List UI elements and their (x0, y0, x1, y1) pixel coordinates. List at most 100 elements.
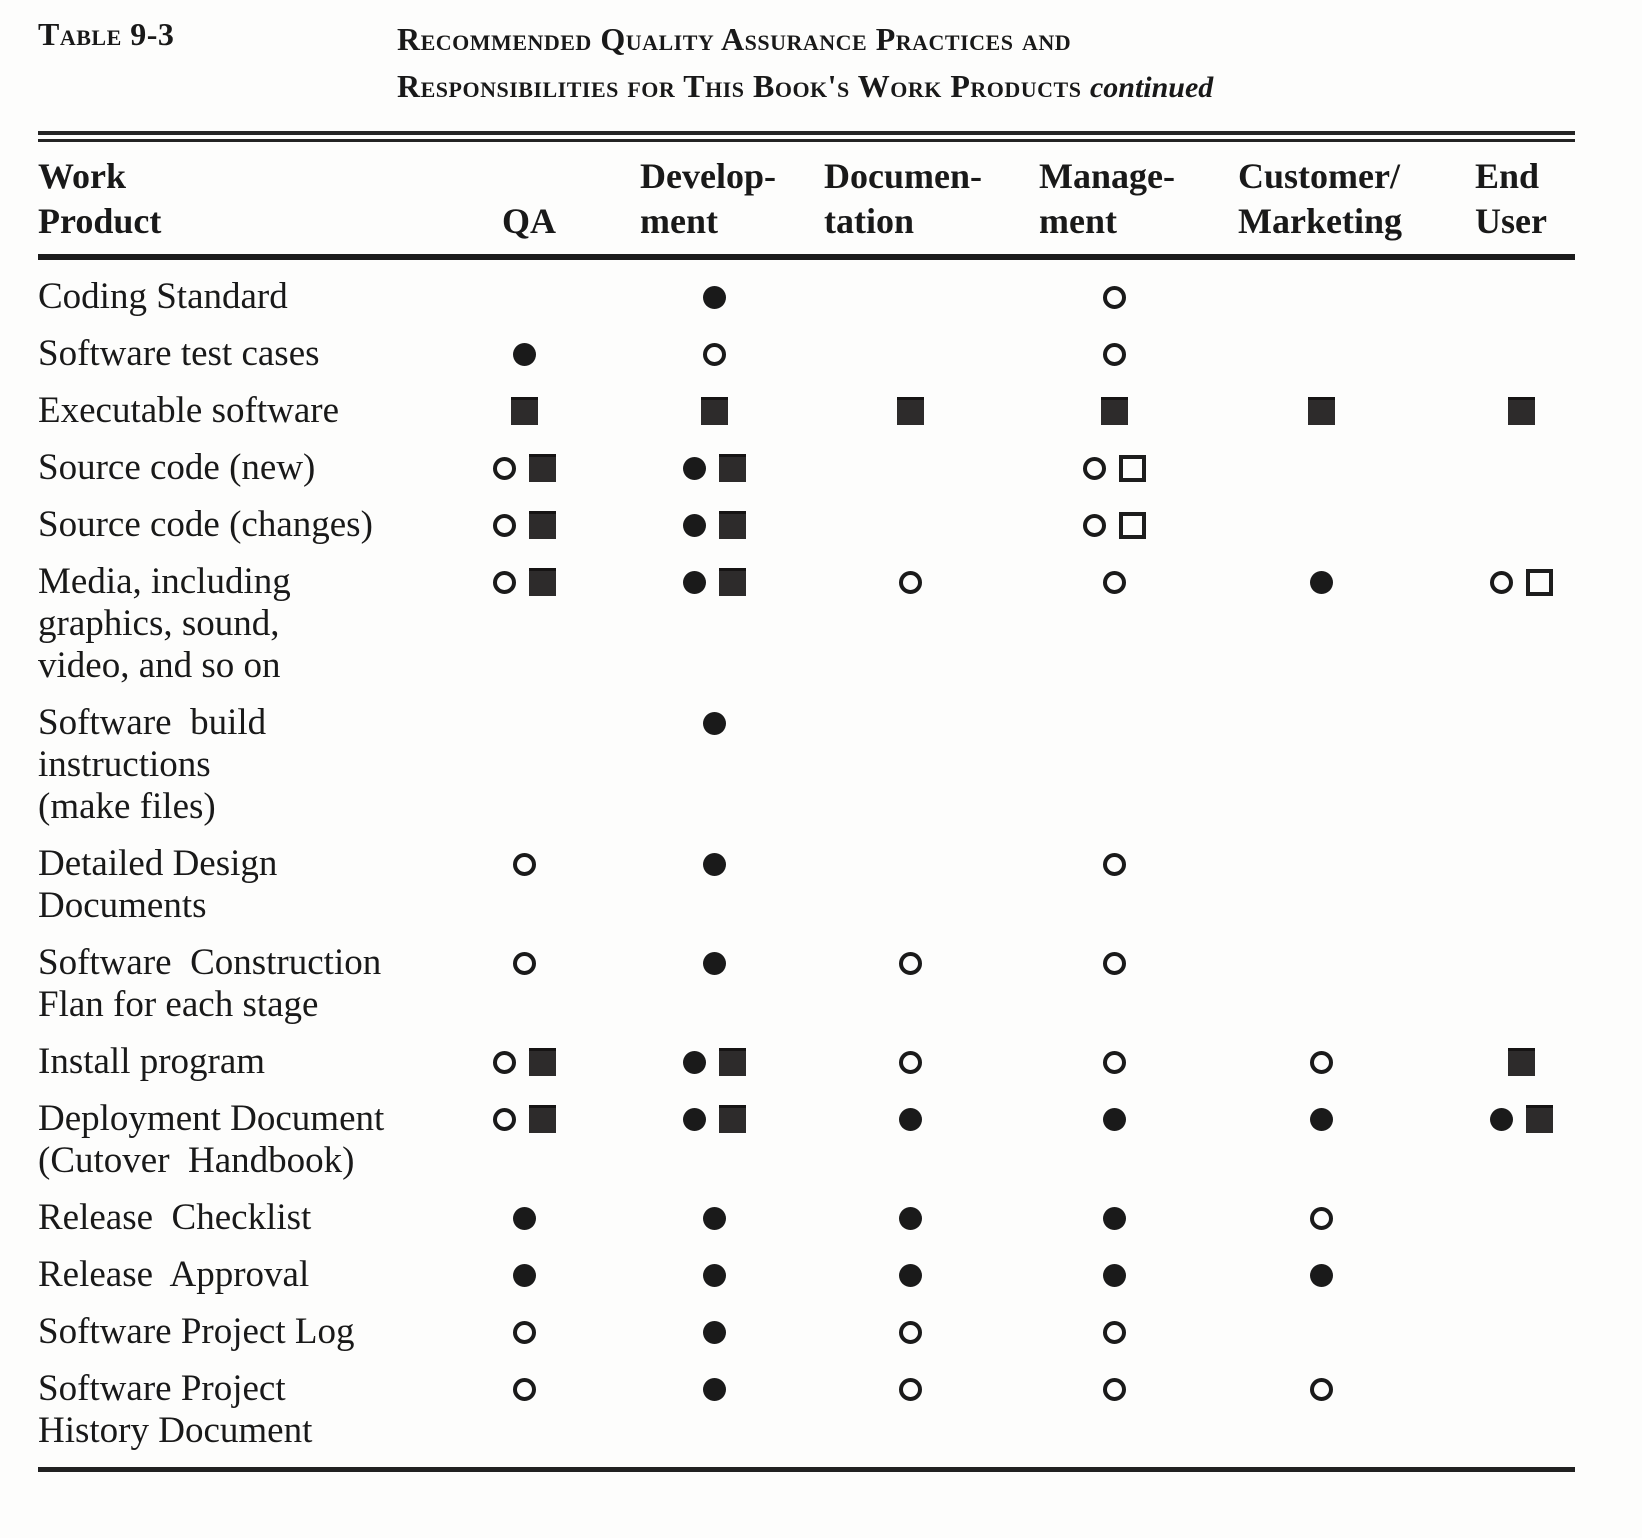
cell-end-user (1424, 447, 1618, 489)
cell-development (618, 447, 810, 489)
cell-end-user (1424, 333, 1618, 375)
work-product-label: Software Construction Flan for each stag… (38, 942, 382, 1025)
filled-square-icon (528, 1105, 556, 1133)
cell-development (618, 1311, 810, 1353)
open-circle-icon (898, 1320, 922, 1344)
filled-square-icon (1507, 397, 1535, 425)
open-circle-icon (1309, 1377, 1333, 1401)
filled-circle-icon (702, 852, 726, 876)
cell-end-user (1424, 1311, 1618, 1353)
table-row: Source code (new) (38, 447, 1642, 489)
filled-circle-icon (1489, 1107, 1513, 1131)
open-circle-icon (512, 1377, 536, 1401)
open-circle-icon (512, 951, 536, 975)
cell-documentation (810, 942, 1010, 984)
filled-circle-icon (702, 285, 726, 309)
filled-circle-icon (1102, 1263, 1126, 1287)
cell-qa (430, 390, 618, 432)
cell-management (1010, 1197, 1218, 1239)
open-circle-icon (898, 1050, 922, 1074)
table-row: Software Project Log (38, 1311, 1642, 1353)
cell-development (618, 276, 810, 318)
cell-documentation (810, 843, 1010, 885)
open-square-icon (1118, 511, 1146, 539)
filled-circle-icon (1102, 1206, 1126, 1230)
open-square-icon (1525, 568, 1553, 596)
cell-customer-marketing (1218, 1041, 1424, 1083)
filled-circle-icon (682, 1050, 706, 1074)
open-circle-icon (898, 951, 922, 975)
cell-documentation (810, 1254, 1010, 1296)
open-circle-icon (1082, 513, 1106, 537)
cell-customer-marketing (1218, 1098, 1424, 1140)
table-number: Table 9-3 (38, 16, 175, 52)
filled-circle-icon (702, 711, 726, 735)
work-product-label: Detailed Design Documents (38, 843, 278, 926)
open-circle-icon (492, 1050, 516, 1074)
cell-qa (430, 702, 618, 744)
table-caption: Table 9-3 Recommended Quality Assurance … (38, 16, 1642, 111)
cell-customer-marketing (1218, 276, 1424, 318)
cell-end-user (1424, 1041, 1618, 1083)
cell-development (618, 333, 810, 375)
table-header-row: Work Product QA Develop- ment Documen- tati… (38, 154, 1642, 244)
filled-square-icon (528, 568, 556, 596)
filled-square-icon (1100, 397, 1128, 425)
filled-circle-icon (1309, 1263, 1333, 1287)
cell-qa (430, 1041, 618, 1083)
cell-end-user (1424, 390, 1618, 432)
table-row: Media, including graphics, sound, video,… (38, 561, 1642, 687)
cell-end-user (1424, 561, 1618, 603)
cell-customer-marketing (1218, 942, 1424, 984)
open-circle-icon (492, 1107, 516, 1131)
filled-circle-icon (512, 1206, 536, 1230)
open-circle-icon (492, 570, 516, 594)
filled-square-icon (718, 568, 746, 596)
work-product-label: Deployment Document (Cutover Handbook) (38, 1098, 385, 1181)
cell-management (1010, 1254, 1218, 1296)
table-title-line2: Responsibilities for This Book's Work Pr… (397, 63, 1213, 111)
table-row: Software Project History Document (38, 1368, 1642, 1452)
cell-management (1010, 1311, 1218, 1353)
open-circle-icon (1102, 570, 1126, 594)
cell-management (1010, 333, 1218, 375)
filled-square-icon (718, 454, 746, 482)
cell-qa (430, 942, 618, 984)
filled-circle-icon (682, 456, 706, 480)
filled-circle-icon (702, 1377, 726, 1401)
filled-circle-icon (702, 951, 726, 975)
cell-management (1010, 942, 1218, 984)
cell-end-user (1424, 276, 1618, 318)
work-product-label: Software build instructions (make files) (38, 702, 267, 827)
cell-management (1010, 504, 1218, 546)
cell-end-user (1424, 1098, 1618, 1140)
filled-square-icon (718, 1048, 746, 1076)
cell-customer-marketing (1218, 561, 1424, 603)
table-row: Software Construction Flan for each stag… (38, 942, 1642, 1026)
cell-qa (430, 1254, 618, 1296)
cell-qa (430, 843, 618, 885)
table-title: Recommended Quality Assurance Practices … (397, 16, 1213, 111)
open-circle-icon (512, 1320, 536, 1344)
table-row: Install program (38, 1041, 1642, 1083)
cell-end-user (1424, 1197, 1618, 1239)
filled-square-icon (528, 454, 556, 482)
filled-square-icon (1507, 1048, 1535, 1076)
filled-circle-icon (512, 342, 536, 366)
cell-documentation (810, 447, 1010, 489)
table-row: Source code (changes) (38, 504, 1642, 546)
cell-qa (430, 1368, 618, 1410)
header-rule (38, 254, 1575, 260)
cell-customer-marketing (1218, 390, 1424, 432)
open-circle-icon (1309, 1206, 1333, 1230)
cell-qa (430, 561, 618, 603)
cell-documentation (810, 1368, 1010, 1410)
filled-circle-icon (1309, 1107, 1333, 1131)
cell-development (618, 504, 810, 546)
table-row: Detailed Design Documents (38, 843, 1642, 927)
open-circle-icon (1102, 342, 1126, 366)
cell-development (618, 1098, 810, 1140)
filled-square-icon (1307, 397, 1335, 425)
continued-marker: continued (1089, 71, 1214, 104)
open-circle-icon (1102, 1377, 1126, 1401)
